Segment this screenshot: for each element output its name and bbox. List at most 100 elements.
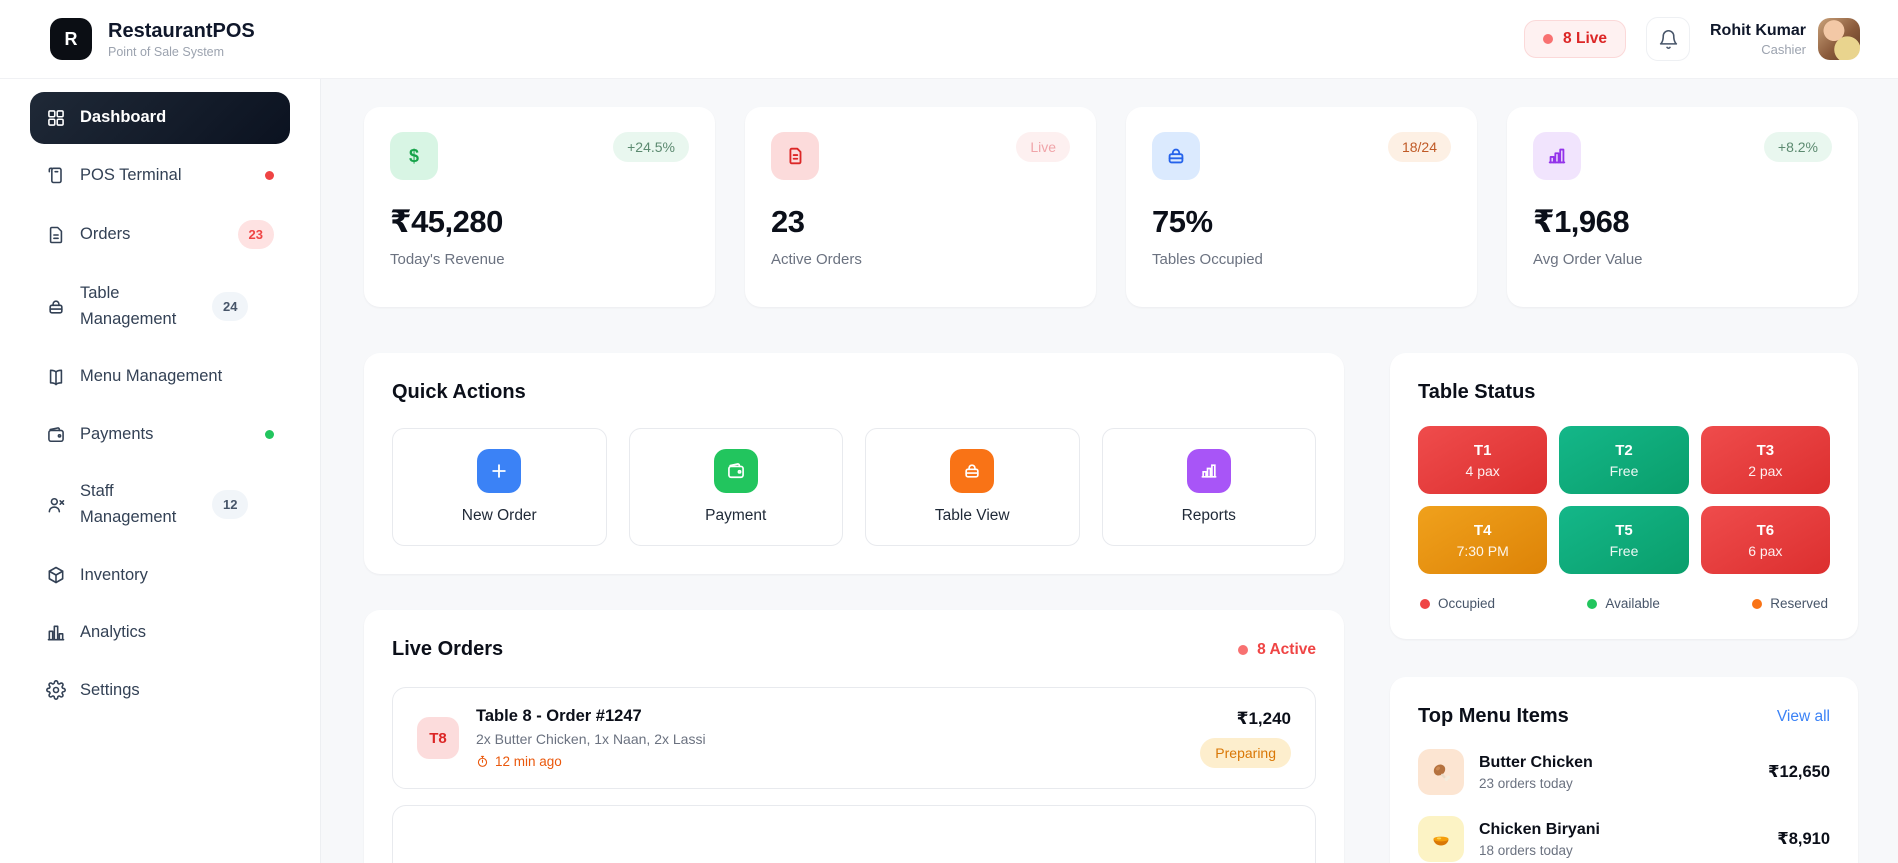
stat-value: ₹1,968: [1533, 204, 1630, 239]
plus-icon: [477, 449, 522, 493]
stat-label: Tables Occupied: [1152, 251, 1263, 268]
live-badge-label: 8 Live: [1563, 30, 1607, 47]
sidebar-item-label: Inventory: [80, 565, 148, 584]
staff-icon: [48, 497, 65, 513]
status-dot-icon: [265, 430, 274, 440]
table-icon: [950, 449, 995, 493]
sidebar-item-analytics[interactable]: Analytics: [30, 607, 290, 659]
active-orders-indicator: 8 Active: [1238, 641, 1316, 659]
order-time-ago: 12 min ago: [495, 754, 562, 769]
table-view-button[interactable]: Table View: [865, 428, 1080, 546]
quick-action-label: New Order: [461, 507, 537, 524]
sidebar-item-settings[interactable]: Settings: [30, 665, 290, 717]
main-content: $ +24.5% ₹45,280 Today's Revenue Live 23…: [321, 79, 1898, 863]
active-count: 8 Active: [1257, 640, 1316, 658]
order-title: Table 8 - Order #1247: [476, 707, 642, 725]
sidebar-item-label: POS Terminal: [80, 165, 182, 184]
payment-button[interactable]: Payment: [628, 428, 843, 546]
sidebar-item-payments[interactable]: Payments: [30, 409, 290, 461]
stat-label: Active Orders: [771, 251, 862, 268]
avatar[interactable]: [1818, 18, 1860, 60]
user-menu[interactable]: Rohit Kumar Cashier: [1710, 18, 1860, 60]
sidebar-item-staff-management[interactable]: Staff Management 12: [30, 466, 290, 543]
brand: R RestaurantPOS Point of Sale System: [50, 18, 255, 60]
sidebar-item-label: Dashboard: [80, 108, 167, 126]
alert-dot-icon: [265, 170, 274, 180]
table-name: T4: [1473, 521, 1492, 539]
order-card[interactable]: T8 Table 8 - Order #1247 2x Butter Chick…: [392, 687, 1316, 789]
table-info: Free: [1609, 542, 1639, 559]
reports-button[interactable]: Reports: [1101, 428, 1316, 546]
live-orders-title: Live Orders: [392, 638, 504, 660]
stat-card-tables-occupied: 18/24 75% Tables Occupied: [1126, 107, 1477, 307]
tables-icon: [1152, 132, 1200, 180]
table-tile-t1[interactable]: T1 4 pax: [1418, 426, 1548, 494]
user-role: Cashier: [1761, 41, 1806, 57]
stat-value: 23: [771, 204, 805, 239]
sidebar-item-label: Menu Management: [80, 367, 223, 386]
sidebar-item-inventory[interactable]: Inventory: [30, 550, 290, 602]
table-tile-t3[interactable]: T3 2 pax: [1700, 426, 1830, 494]
app-title: RestaurantPOS: [108, 20, 255, 42]
table-tag-badge: T8: [417, 717, 459, 759]
new-order-button[interactable]: New Order: [392, 428, 607, 546]
order-items: 2x Butter Chicken, 1x Naan, 2x Lassi: [476, 731, 706, 747]
drumstick-icon: [1418, 749, 1464, 795]
table-icon: [49, 300, 63, 314]
table-info: 4 pax: [1465, 462, 1500, 479]
menu-book-icon: [49, 369, 63, 386]
menu-item-row[interactable]: Chicken Biryani 18 orders today ₹8,910: [1418, 816, 1830, 862]
notifications-button[interactable]: [1646, 17, 1690, 61]
table-name: T5: [1615, 521, 1633, 539]
quick-action-label: Table View: [934, 507, 1010, 524]
order-card-partial[interactable]: [392, 805, 1316, 863]
sidebar-item-label: Analytics: [80, 623, 147, 642]
table-info: 7:30 PM: [1456, 542, 1509, 559]
sidebar-item-table-management[interactable]: Table Management 24: [30, 268, 290, 345]
menu-item-orders: 18 orders today: [1479, 842, 1573, 858]
view-all-link[interactable]: View all: [1776, 707, 1830, 725]
live-orders-badge[interactable]: 8 Live: [1524, 20, 1626, 58]
bell-icon: [1659, 29, 1677, 49]
inventory-box-icon: [48, 566, 64, 584]
live-dot-icon: [1543, 34, 1554, 44]
table-tile-t6[interactable]: T6 6 pax: [1700, 506, 1830, 574]
occupied-dot-icon: [1420, 598, 1430, 609]
stat-card-active-orders: Live 23 Active Orders: [745, 107, 1096, 307]
top-menu-items-title: Top Menu Items: [1418, 705, 1569, 727]
table-tile-t4[interactable]: T4 7:30 PM: [1418, 506, 1548, 574]
menu-item-name: Butter Chicken: [1479, 753, 1593, 771]
menu-item-orders: 23 orders today: [1479, 775, 1573, 791]
orders-file-icon: [49, 226, 63, 243]
stat-label: Today's Revenue: [390, 251, 505, 268]
legend-label: Available: [1605, 596, 1660, 611]
sidebar-item-menu-management[interactable]: Menu Management: [30, 351, 290, 403]
sidebar-item-label: Orders: [80, 224, 131, 243]
stat-card-avg-order-value: +8.2% ₹1,968 Avg Order Value: [1507, 107, 1858, 307]
table-name: T2: [1615, 441, 1633, 459]
wallet-icon: [713, 449, 758, 493]
ratio-badge: 18/24: [1387, 132, 1451, 162]
table-tile-t5[interactable]: T5 Free: [1559, 506, 1689, 574]
quick-action-label: Payment: [705, 507, 767, 524]
active-dot-icon: [1238, 644, 1249, 655]
sidebar-item-label: Settings: [80, 680, 140, 699]
sidebar-item-orders[interactable]: Orders 23: [30, 207, 290, 262]
table-info: Free: [1609, 462, 1639, 479]
legend-label: Occupied: [1438, 596, 1496, 611]
quick-actions-panel: Quick Actions New Order: [364, 353, 1344, 574]
currency-dollar-icon: $: [390, 132, 438, 180]
table-name: T6: [1756, 521, 1775, 539]
stat-label: Avg Order Value: [1533, 251, 1643, 268]
sidebar-item-pos-terminal[interactable]: POS Terminal: [30, 150, 290, 202]
table-info: 6 pax: [1748, 542, 1783, 559]
live-orders-panel: Live Orders 8 Active T8 Table 8 - Order …: [364, 610, 1344, 863]
app-header: R RestaurantPOS Point of Sale System 8 L…: [0, 0, 1898, 79]
staff-count-badge: 12: [212, 490, 249, 520]
bar-chart-icon: [1533, 132, 1581, 180]
pos-terminal-icon: [48, 167, 62, 184]
menu-item-row[interactable]: Butter Chicken 23 orders today ₹12,650: [1418, 749, 1830, 795]
sidebar-item-dashboard[interactable]: Dashboard: [30, 92, 290, 144]
table-tile-t2[interactable]: T2 Free: [1559, 426, 1689, 494]
tables-count-badge: 24: [212, 292, 249, 322]
